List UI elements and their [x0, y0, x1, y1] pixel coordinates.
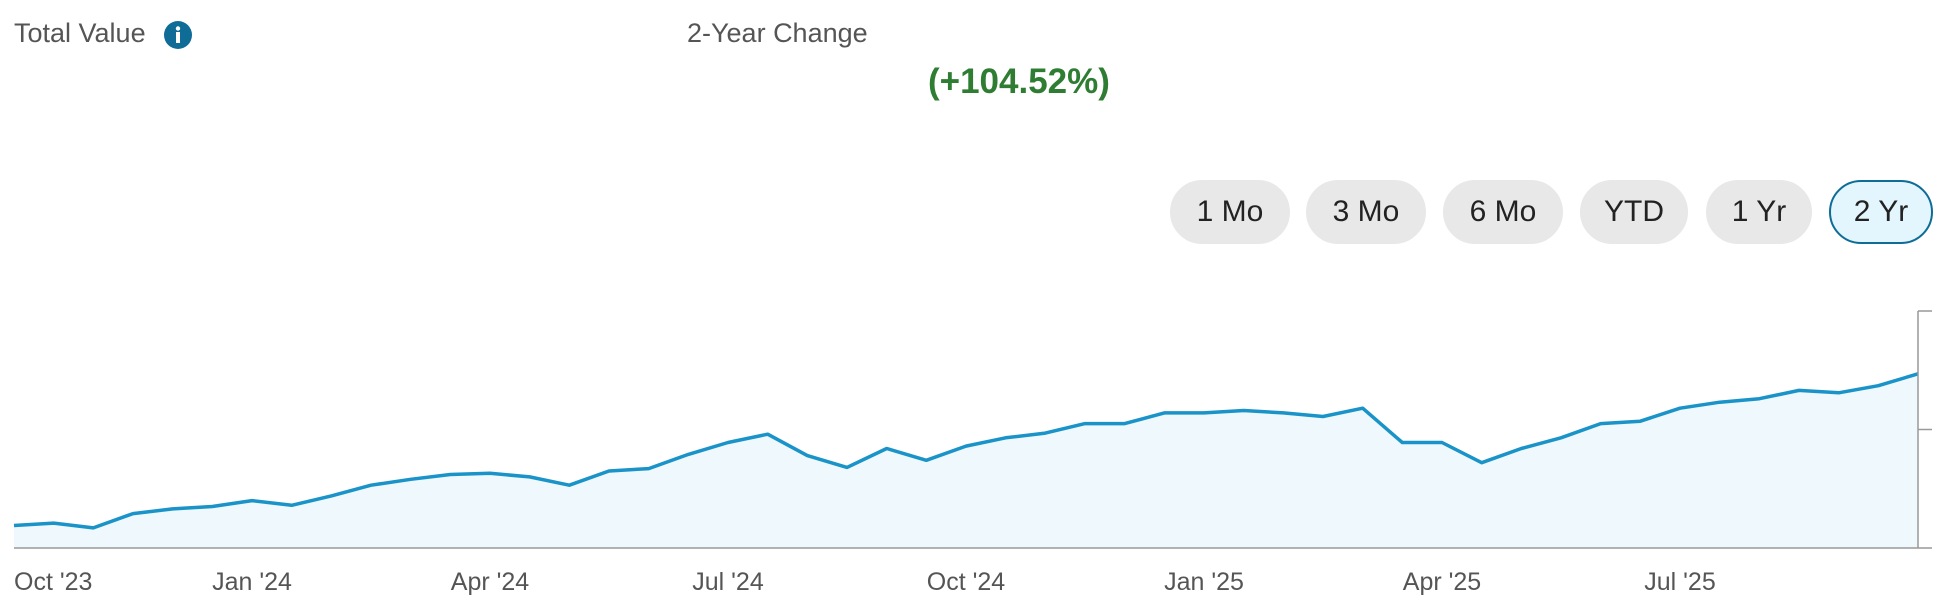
area-fill: [14, 373, 1918, 548]
x-tick-label: Jul '24: [692, 568, 764, 596]
x-tick-label: Oct '23: [14, 568, 92, 596]
x-tick-label: Apr '24: [451, 568, 530, 596]
range-button[interactable]: YTD: [1580, 180, 1688, 244]
range-button[interactable]: 2 Yr: [1829, 180, 1933, 244]
info-icon[interactable]: [163, 20, 193, 50]
x-tick-label: Oct '24: [927, 568, 1006, 596]
x-tick-label: Apr '25: [1403, 568, 1481, 596]
x-tick-label: Jul '25: [1644, 568, 1715, 596]
change-label: 2-Year Change: [687, 18, 868, 48]
range-button[interactable]: 1 Yr: [1706, 180, 1812, 244]
range-button[interactable]: 6 Mo: [1443, 180, 1563, 244]
value-line: [13, 372, 1919, 530]
range-button[interactable]: 3 Mo: [1306, 180, 1426, 244]
x-tick-label: Jan '24: [212, 568, 292, 596]
total-value-label: Total Value: [14, 18, 146, 48]
range-button[interactable]: 1 Mo: [1170, 180, 1290, 244]
x-tick-label: Jan '25: [1164, 568, 1244, 596]
change-value: (+104.52%): [928, 62, 1110, 101]
